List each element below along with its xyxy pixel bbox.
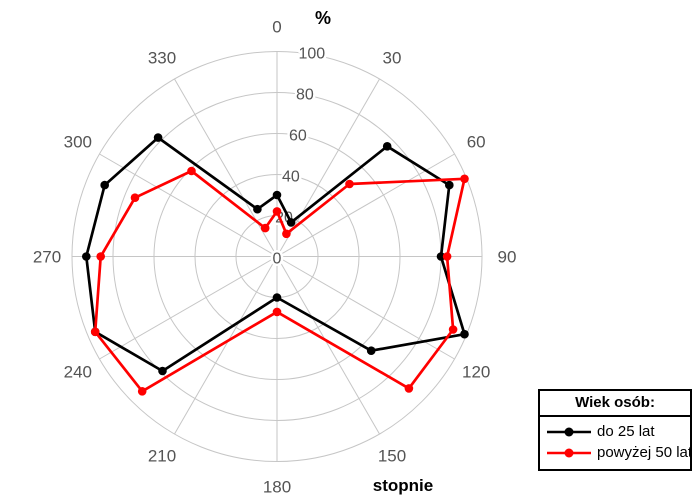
- radial-tick-label-60: 60: [289, 128, 307, 145]
- legend-items: do 25 lat powyżej 50 lat: [540, 417, 692, 469]
- series-marker-powy-ej-50-lat-292.5: [130, 193, 140, 202]
- series-marker-do-25-lat-180: [272, 293, 282, 302]
- series-marker-do-25-lat-0: [272, 190, 282, 200]
- series-marker-powy-ej-50-lat-135: [404, 384, 414, 393]
- series-line-powy-ej-50-lat: [93, 169, 466, 393]
- angle-tick-label-300: 300: [64, 133, 92, 152]
- series-marker-powy-ej-50-lat-247.5: [90, 327, 100, 337]
- grid-spoke-120: [276, 256, 455, 360]
- radial-tick-label-0: 0: [273, 251, 282, 268]
- angle-tick-label-270: 270: [33, 248, 61, 267]
- legend-item-label: powyżej 50 lat: [597, 444, 693, 461]
- radial-tick-label-100: 100: [298, 46, 325, 63]
- series-marker-powy-ej-50-lat-45: [345, 179, 354, 189]
- radial-axis-unit-label: %: [314, 8, 331, 28]
- series-marker-powy-ej-50-lat-90: [442, 252, 452, 261]
- legend-swatch-black-line-marker: [547, 427, 591, 436]
- series-marker-powy-ej-50-lat-22.5: [282, 229, 291, 239]
- grid-spoke-210: [174, 256, 278, 435]
- series-marker-do-25-lat-67.5: [445, 180, 454, 190]
- radial-tick-label-40: 40: [282, 169, 300, 186]
- legend-swatch-red-line-marker: [547, 448, 591, 457]
- series-marker-powy-ej-50-lat-225: [137, 387, 147, 396]
- angle-tick-label-240: 240: [64, 363, 92, 382]
- legend-item-powyzej-50-lat: powyżej 50 lat: [546, 442, 692, 463]
- angle-tick-label-210: 210: [148, 447, 176, 466]
- series-marker-do-25-lat-337.5: [253, 204, 262, 214]
- angle-tick-label-60: 60: [467, 133, 486, 152]
- series-marker-powy-ej-50-lat-0: [272, 207, 282, 216]
- series-marker-do-25-lat-292.5: [100, 180, 109, 190]
- series-marker-do-25-lat-112.5: [460, 329, 469, 339]
- angle-tick-label-120: 120: [462, 363, 490, 382]
- legend-item-label: do 25 lat: [597, 423, 655, 440]
- legend: Wiek osób: do 25 lat powyżej 50 lat: [538, 389, 692, 471]
- series-powy-ej-50-lat: [90, 166, 469, 396]
- series-marker-powy-ej-50-lat-337.5: [260, 223, 270, 233]
- series-marker-do-25-lat-270: [82, 252, 91, 261]
- grid-spoke-150: [276, 256, 380, 435]
- radial-tick-label-80: 80: [296, 87, 314, 104]
- angle-tick-label-150: 150: [378, 447, 406, 466]
- series-marker-do-25-lat-45: [382, 142, 392, 151]
- series-marker-powy-ej-50-lat-270: [96, 252, 105, 261]
- series-marker-do-25-lat-90: [436, 252, 446, 261]
- series-marker-do-25-lat-22.5: [286, 218, 296, 227]
- series-marker-powy-ej-50-lat-315: [187, 166, 196, 176]
- angle-tick-label-90: 90: [498, 248, 517, 267]
- grid-spoke-240: [99, 256, 278, 360]
- angular-tick-labels: 0 30 60 90 120 150 180 210 240 270 300 330: [33, 18, 517, 497]
- grid-spoke-330: [174, 78, 278, 257]
- series-marker-do-25-lat-225: [158, 366, 167, 376]
- grid-spoke-300: [99, 153, 278, 257]
- angle-tick-label-180: 180: [263, 478, 291, 497]
- series-marker-do-25-lat-135: [366, 346, 376, 356]
- series-marker-powy-ej-50-lat-112.5: [448, 325, 458, 334]
- series-marker-do-25-lat-315: [153, 133, 163, 142]
- angle-tick-label-30: 30: [383, 48, 402, 67]
- angle-tick-label-0: 0: [272, 18, 281, 37]
- angular-axis-unit-label: stopnie: [372, 476, 434, 495]
- grid-spoke-60: [276, 153, 455, 257]
- legend-title: Wiek osób:: [540, 391, 690, 417]
- series-marker-powy-ej-50-lat-180: [272, 307, 282, 317]
- series-marker-powy-ej-50-lat-67.5: [460, 174, 469, 184]
- legend-item-do-25-lat: do 25 lat: [546, 421, 685, 442]
- angle-tick-label-330: 330: [148, 48, 176, 67]
